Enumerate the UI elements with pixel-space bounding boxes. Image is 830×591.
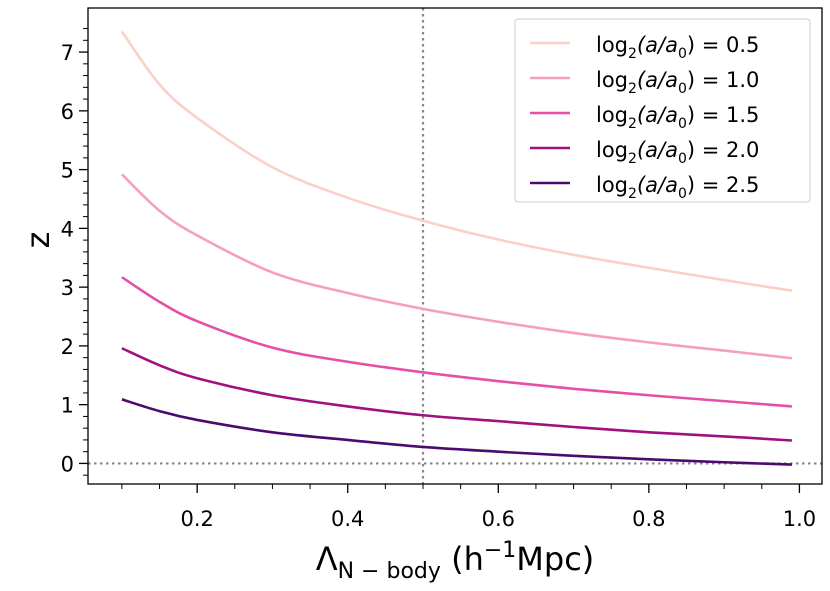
y-tick-label: 1 [61,394,74,418]
legend-label-5: log2(a/a0) = 2.5 [596,173,759,202]
series-line-2 [120,173,793,360]
x-tick-label: 0.2 [180,507,213,531]
legend-label-2: log2(a/a0) = 1.0 [596,68,759,97]
legend-label-1: log2(a/a0) = 0.5 [596,33,759,62]
legend: log2(a/a0) = 0.5 log2(a/a0) = 1.0 log2(a/a… [514,18,811,203]
y-tick-label: 2 [61,335,74,359]
x-axis-label-superscript: −1 [484,538,516,563]
y-axis-label: z [19,232,57,249]
series-line-5 [121,398,792,466]
x-tick-label: 0.8 [632,507,665,531]
x-axis-label-main: Λ [316,540,338,578]
y-tick-label: 5 [61,159,74,183]
legend-label-4: log2(a/a0) = 2.0 [596,138,759,167]
series-line-4 [121,347,792,442]
x-axis-label: ΛN − body (h−1Mpc) [316,538,595,584]
x-axis-label-units-end: Mpc) [516,540,594,578]
x-axis-ticks: 0.2 0.4 0.6 0.8 1.0 [121,484,816,531]
reference-lines [88,8,822,484]
plot-frame [87,7,823,485]
y-tick-label: 6 [61,100,74,124]
x-axis-label-units: (h [441,540,484,578]
series-line-1 [120,30,793,292]
y-tick-label: 7 [61,41,74,65]
y-axis-ticks: 0 1 2 3 4 5 6 7 [61,28,88,476]
y-tick-label: 3 [61,276,74,300]
legend-label-3: log2(a/a0) = 1.5 [596,103,759,132]
x-axis-label-subscript: N − body [338,559,441,584]
series-lines [120,30,793,466]
y-tick-label: 4 [61,217,74,241]
x-tick-label: 0.6 [482,507,515,531]
x-tick-label: 1.0 [783,507,816,531]
y-tick-label: 0 [61,452,74,476]
legend-box [514,18,811,203]
series-line-3 [121,276,792,408]
x-tick-label: 0.4 [331,507,364,531]
